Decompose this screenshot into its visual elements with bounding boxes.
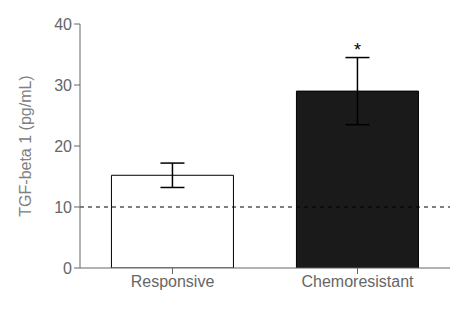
svg-text:0: 0 bbox=[63, 260, 72, 277]
svg-text:40: 40 bbox=[54, 16, 72, 33]
svg-text:Chemoresistant: Chemoresistant bbox=[301, 273, 414, 290]
svg-text:TGF-beta 1 (pg/mL): TGF-beta 1 (pg/mL) bbox=[17, 75, 34, 216]
svg-text:30: 30 bbox=[54, 77, 72, 94]
svg-text:10: 10 bbox=[54, 199, 72, 216]
svg-text:Responsive: Responsive bbox=[131, 273, 215, 290]
svg-text:20: 20 bbox=[54, 138, 72, 155]
svg-text:*: * bbox=[354, 40, 361, 60]
